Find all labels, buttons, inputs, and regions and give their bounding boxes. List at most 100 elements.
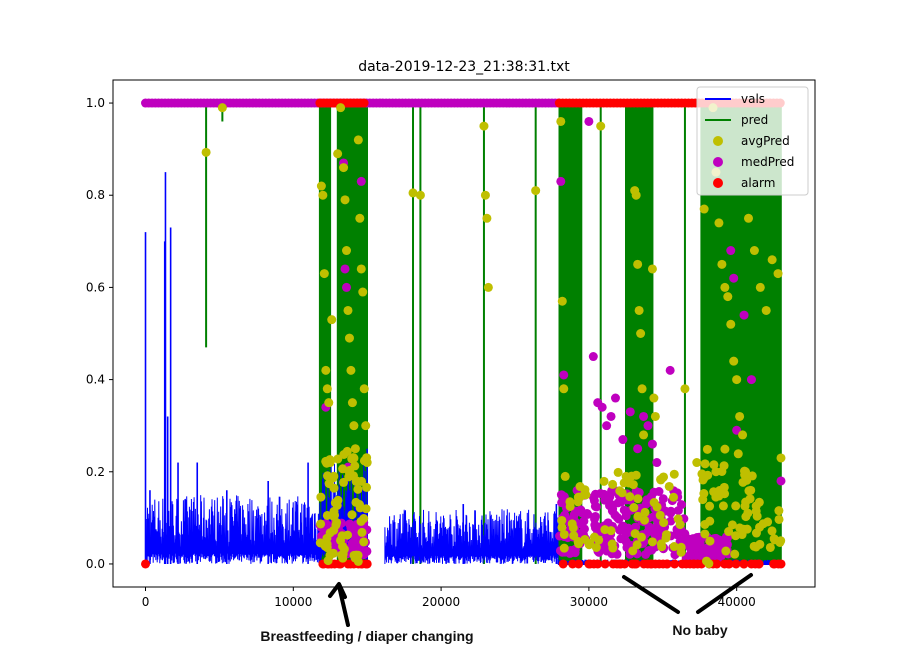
- medPred-point: [356, 176, 366, 186]
- avgPred-point: [636, 329, 646, 338]
- alarm-point: [631, 559, 641, 569]
- avgPred-point: [344, 333, 354, 343]
- avgPred-point: [347, 398, 357, 408]
- avgPred-point: [344, 466, 354, 476]
- avgPred-point: [589, 532, 599, 542]
- avgPred-point: [742, 524, 752, 534]
- annotation-line-no-baby-right: [696, 573, 753, 614]
- avgPred-point: [359, 384, 369, 394]
- avgPred-point: [631, 190, 641, 200]
- axes-frame: [112, 79, 816, 588]
- avgPred-point: [556, 116, 566, 126]
- medPred-point: [665, 365, 675, 375]
- alarm-point: [731, 559, 741, 569]
- y-tick-label: 1.0: [86, 96, 105, 110]
- avgPred-point: [321, 365, 331, 375]
- avgPred-point: [717, 466, 727, 476]
- avgPred-point: [743, 213, 753, 223]
- medPred-point: [631, 522, 641, 532]
- medPred-point: [582, 508, 592, 518]
- legend-swatch-alarm: [713, 178, 723, 188]
- avgPred-point: [573, 492, 583, 502]
- annotation-text-breastfeeding: Breastfeeding / diaper changing: [260, 628, 473, 644]
- avgPred-point: [557, 522, 567, 532]
- avgPred-point: [741, 512, 751, 522]
- medPred-point: [680, 535, 690, 545]
- vals-segment: [145, 495, 321, 565]
- avgPred-point: [647, 537, 657, 547]
- avgPred-point: [699, 204, 709, 214]
- avgPred-point: [617, 488, 627, 498]
- medPred-point: [625, 407, 635, 417]
- medPred-point: [556, 490, 566, 500]
- avgPred-point: [217, 103, 227, 113]
- medPred-point: [641, 499, 651, 509]
- avgPred-point: [669, 469, 679, 479]
- avgPred-point: [316, 492, 326, 502]
- avgPred-point: [362, 482, 372, 492]
- y-tick-label: 0.8: [86, 188, 105, 202]
- avgPred-point: [738, 430, 748, 440]
- avgPred-point: [337, 531, 347, 541]
- medPred-point: [579, 524, 589, 534]
- avgPred-point: [634, 305, 644, 315]
- alarm-point: [574, 559, 584, 569]
- medPred-point: [610, 393, 620, 403]
- annotation-no-baby: No baby: [622, 573, 753, 638]
- avgPred-point: [633, 494, 643, 504]
- avgPred-point: [761, 305, 771, 315]
- avgPred-point: [649, 498, 659, 508]
- avgPred-point: [649, 393, 659, 403]
- annotation-breastfeeding: Breastfeeding / diaper changing: [260, 582, 474, 644]
- avgPred-point: [669, 542, 679, 552]
- avgPred-point: [350, 444, 360, 454]
- avgPred-point: [637, 384, 647, 394]
- medPred-point: [346, 523, 356, 533]
- avgPred-point: [763, 517, 773, 527]
- medPred-point: [347, 538, 357, 548]
- avgPred-point: [730, 549, 740, 559]
- legend-label-vals: vals: [741, 92, 765, 106]
- pred-dense-region: [558, 103, 583, 564]
- avgPred-point: [628, 546, 638, 556]
- avgPred-point: [749, 541, 759, 551]
- avgPred-point: [625, 492, 635, 502]
- avgPred-point: [745, 494, 755, 504]
- avgPred-point: [669, 492, 679, 502]
- series-avgPred: [201, 103, 786, 569]
- avgPred-point: [700, 529, 710, 539]
- medPred-point: [643, 421, 653, 431]
- avgPred-point: [347, 510, 357, 520]
- medPred-point: [721, 537, 731, 547]
- avgPred-point: [680, 384, 690, 394]
- avgPred-point: [339, 449, 349, 459]
- avgPred-point: [348, 453, 358, 463]
- avgPred-point: [316, 519, 326, 529]
- avgPred-point: [567, 519, 577, 529]
- avgPred-point: [559, 543, 569, 553]
- avgPred-point: [650, 411, 660, 421]
- avgPred-point: [325, 550, 335, 560]
- medPred-point: [340, 264, 350, 274]
- avgPred-point: [744, 486, 754, 496]
- avgPred-point: [322, 471, 332, 481]
- avgPred-point: [767, 526, 777, 536]
- medPred-point: [729, 273, 739, 283]
- avgPred-point: [726, 319, 736, 329]
- medPred-point: [746, 375, 756, 385]
- avgPred-point: [732, 375, 742, 385]
- series-alarm: [141, 98, 786, 569]
- avgPred-point: [325, 528, 335, 538]
- avgPred-point: [361, 421, 371, 431]
- avgPred-point: [350, 553, 360, 563]
- alarm-point: [662, 559, 672, 569]
- avgPred-point: [633, 259, 643, 269]
- avgPred-point: [353, 484, 363, 494]
- avgPred-point: [738, 477, 748, 487]
- avgPred-point: [531, 186, 541, 196]
- avgPred-point: [565, 501, 575, 511]
- avgPred-point: [755, 282, 765, 292]
- avgPred-point: [774, 506, 784, 516]
- avgPred-point: [740, 466, 750, 476]
- avgPred-point: [720, 444, 730, 454]
